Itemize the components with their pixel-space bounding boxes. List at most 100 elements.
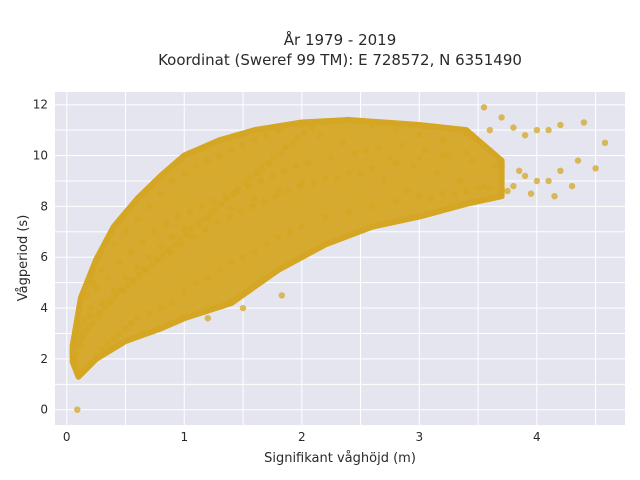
scatter-point: [176, 236, 183, 243]
scatter-point: [134, 315, 141, 322]
x-tick-label: 3: [416, 430, 424, 444]
scatter-point: [204, 274, 211, 281]
scatter-point: [351, 149, 358, 157]
scatter-point: [87, 312, 94, 319]
scatter-point: [211, 205, 218, 213]
scatter-point: [592, 165, 599, 172]
y-tick-label: 10: [33, 149, 48, 163]
scatter-point: [228, 259, 235, 266]
scatter-point: [296, 182, 303, 190]
scatter-point: [128, 320, 135, 327]
scatter-point: [89, 279, 96, 286]
scatter-point: [139, 238, 147, 246]
scatter-point: [128, 248, 135, 256]
scatter-point: [210, 198, 217, 205]
scatter-point: [134, 264, 141, 271]
scatter-point: [157, 190, 164, 197]
scatter-point: [545, 177, 552, 185]
scatter-point: [116, 330, 123, 337]
scatter-point: [92, 284, 100, 291]
scatter-point: [510, 182, 517, 190]
scatter-point: [498, 114, 505, 121]
scatter-point: [275, 187, 282, 195]
scatter-point: [148, 261, 155, 269]
scatter-point: [298, 223, 305, 230]
y-tick-label: 12: [33, 98, 48, 112]
scatter-point: [141, 266, 148, 274]
scatter-point: [87, 360, 94, 368]
x-axis-title: Signifikant våghöjd (m): [264, 451, 416, 466]
scatter-point: [164, 246, 171, 253]
scatter-point: [239, 254, 247, 261]
scatter-point: [204, 157, 211, 164]
scatter-point: [74, 406, 81, 413]
scatter-point: [145, 203, 153, 210]
scatter-point: [94, 312, 101, 319]
scatter-point: [557, 167, 564, 174]
scatter-point: [98, 266, 106, 274]
scatter-point: [272, 193, 280, 200]
scatter-point: [533, 126, 541, 134]
scatter-point: [333, 175, 341, 182]
scatter-point: [225, 213, 233, 220]
scatter-point: [439, 190, 446, 197]
scatter-point: [188, 226, 195, 233]
data-points: [70, 104, 609, 413]
y-tick-label: 6: [40, 250, 48, 264]
scatter-point: [81, 365, 88, 373]
scatter-point: [363, 147, 370, 154]
scatter-point: [104, 340, 112, 347]
scatter-point: [439, 152, 446, 159]
chart-title-line-1: År 1979 - 2019: [284, 30, 397, 49]
scatter-point: [304, 160, 311, 167]
scatter-point: [310, 180, 317, 187]
scatter-point: [171, 241, 179, 248]
y-tick-label: 0: [40, 403, 48, 417]
scatter-point: [339, 139, 347, 146]
scatter-point: [181, 226, 188, 233]
scatter-point: [216, 266, 223, 274]
scatter-point: [263, 132, 270, 139]
scatter-point: [258, 165, 265, 172]
scatter-point: [98, 299, 106, 307]
scatter-point: [204, 215, 211, 223]
scatter-point: [469, 157, 476, 164]
scatter-point: [474, 185, 482, 192]
scatter-point: [308, 124, 315, 131]
scatter-point: [129, 276, 136, 284]
scatter-point: [392, 198, 399, 205]
scatter-point: [70, 358, 78, 365]
scatter-point: [228, 147, 235, 154]
scatter-point: [369, 165, 376, 172]
scatter-point: [89, 320, 96, 327]
scatter-point: [206, 210, 214, 218]
scatter-point: [286, 228, 294, 235]
scatter-point: [375, 144, 382, 152]
scatter-point: [551, 193, 558, 200]
scatter-point: [112, 292, 120, 299]
scatter-point: [282, 144, 289, 152]
scatter-point: [281, 167, 288, 174]
scatter-point: [380, 177, 388, 185]
scatter-point: [293, 134, 301, 141]
scatter-point: [392, 160, 399, 167]
scatter-point: [261, 198, 268, 205]
y-tick-label: 4: [40, 301, 48, 315]
scatter-point: [457, 177, 464, 185]
scatter-point: [486, 185, 493, 192]
scatter-point: [169, 233, 176, 241]
scatter-point: [81, 317, 88, 324]
scatter-point: [181, 170, 188, 177]
scatter-point: [277, 149, 284, 157]
scatter-point: [157, 304, 164, 312]
scatter-point: [239, 142, 247, 149]
y-tick-label: 2: [40, 352, 48, 366]
scatter-point: [257, 177, 264, 185]
scatter-point: [410, 162, 417, 169]
scatter-point: [463, 129, 470, 136]
scatter-point: [157, 243, 164, 251]
scatter-point: [270, 154, 277, 162]
scatter-point: [169, 299, 176, 307]
scatter-point: [249, 203, 256, 210]
